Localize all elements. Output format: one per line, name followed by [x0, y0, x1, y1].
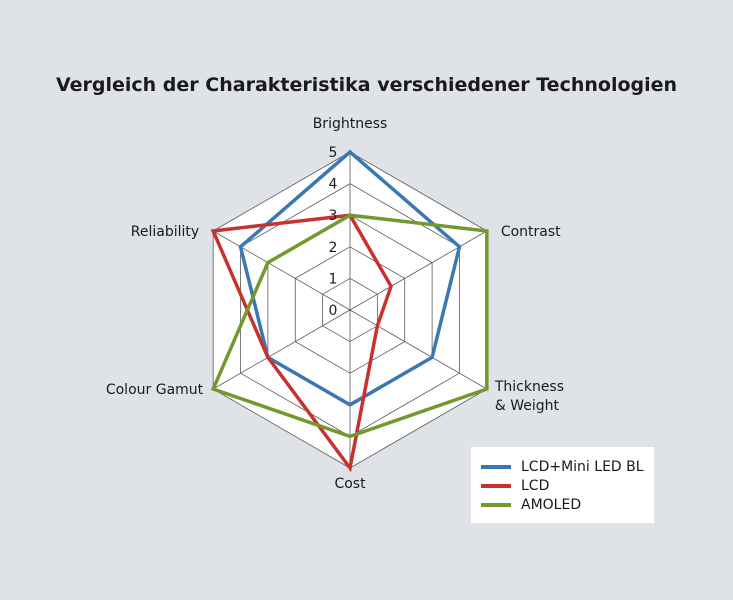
legend-item: AMOLED: [481, 495, 654, 514]
series-lcd: [210, 213, 393, 473]
legend: LCD+Mini LED BL LCD AMOLED: [471, 447, 654, 523]
axis-label-4: Colour Gamut: [106, 382, 204, 398]
legend-item: LCD: [481, 476, 654, 495]
legend-swatch: [481, 464, 511, 469]
series-amoled: [210, 213, 489, 439]
legend-swatch: [481, 483, 511, 488]
axis-label-0: Brightness: [313, 116, 388, 132]
legend-label: LCD+Mini LED BL: [521, 458, 644, 475]
axis-label-1: Contrast: [501, 224, 561, 240]
axis-label-3: Cost: [334, 476, 366, 492]
spoke-2: [349, 309, 488, 390]
tick-label: 5: [329, 145, 338, 161]
legend-item: LCD+Mini LED BL: [481, 457, 654, 476]
radar-axis-labels: Brightness Contrast Thickness & Weight Cost C…: [106, 116, 564, 492]
tick-label: 3: [329, 208, 338, 224]
series-lcd-mini-led-bl: [238, 149, 462, 407]
legend-label: AMOLED: [521, 496, 582, 513]
spoke-1: [349, 230, 488, 311]
legend-swatch: [481, 502, 511, 507]
axis-label-5: Reliability: [131, 224, 199, 240]
legend-label: LCD: [521, 477, 550, 494]
chart-title: Vergleich der Charakteristika verschiede…: [55, 74, 678, 96]
spoke-5: [212, 230, 351, 311]
tick-label: 2: [329, 240, 338, 256]
radar-ticks: 0 1 2 3 4 5: [329, 145, 338, 319]
radar-spokes: [212, 152, 488, 468]
tick-label: 4: [329, 177, 338, 193]
tick-label: 1: [329, 271, 338, 287]
tick-label: 0: [329, 303, 338, 319]
axis-label-2: Thickness & Weight: [494, 379, 564, 414]
spoke-4: [212, 309, 351, 390]
radar-series: [210, 149, 489, 473]
